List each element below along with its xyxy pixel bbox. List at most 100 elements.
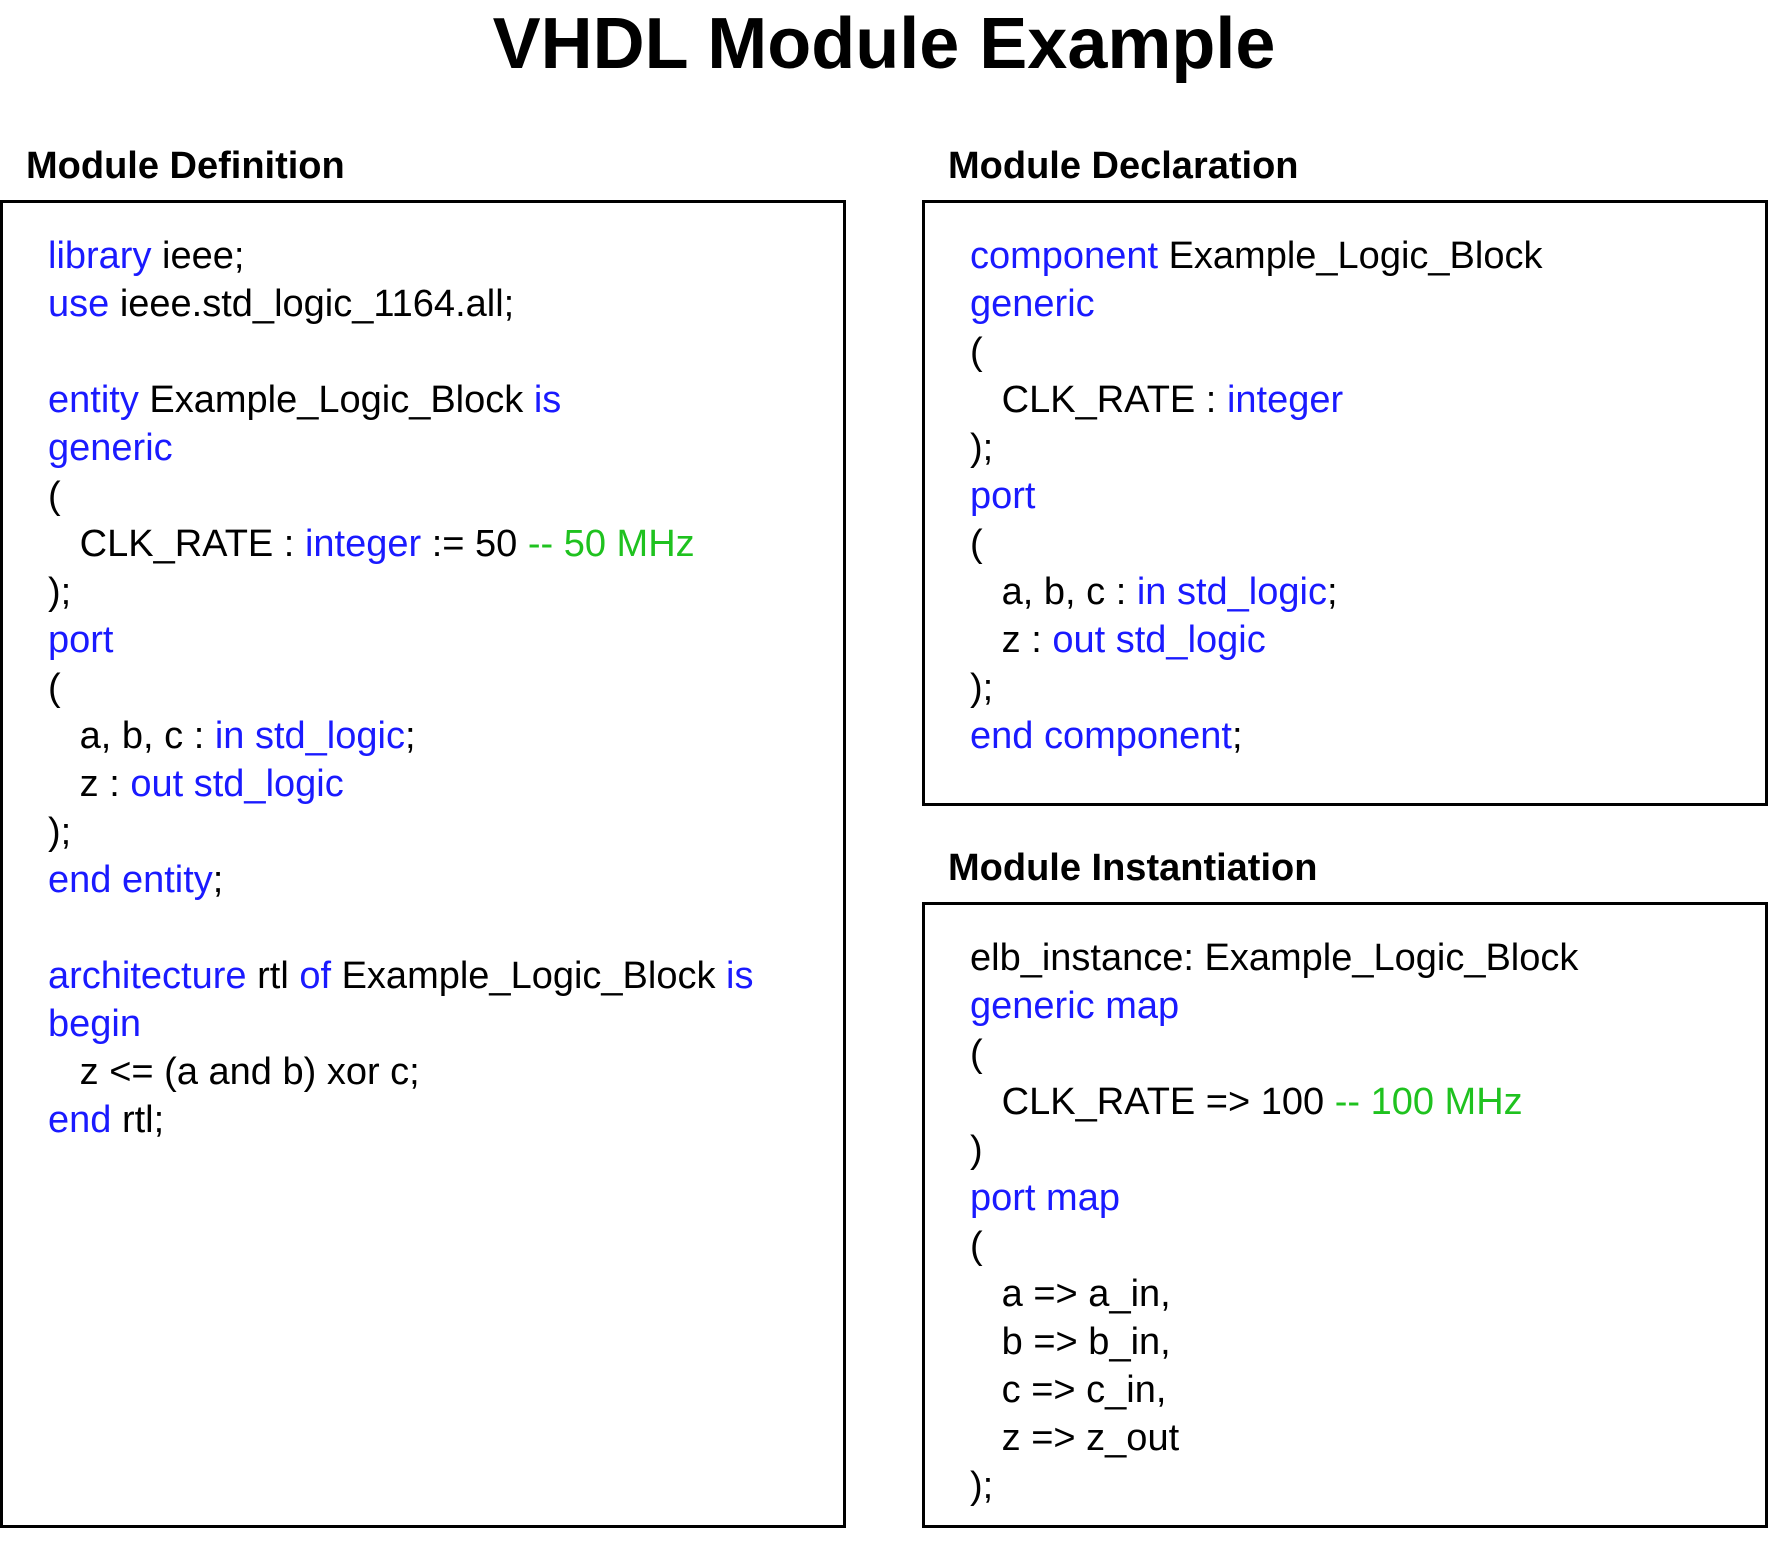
code-text: ; [1326,571,1338,613]
code-line: a, b, c : in std_logic; [48,712,753,760]
code-text: a, b, c : [970,571,1137,613]
code-text: ( [970,1033,983,1075]
code-line: ( [970,1030,1578,1078]
code-line: port [970,472,1542,520]
code-keyword: generic map [970,985,1180,1027]
code-line: library ieee; [48,232,753,280]
code-text: z : [48,763,131,805]
code-line: CLK_RATE : integer [970,376,1542,424]
code-keyword: in std_logic [214,715,405,757]
code-line: begin [48,1000,753,1048]
code-keyword: out std_logic [1052,619,1266,661]
code-text: ); [48,811,72,853]
code-line: b => b_in, [970,1318,1578,1366]
code-keyword: is [533,379,562,421]
code-text: ieee; [151,235,245,277]
code-line: end rtl; [48,1096,753,1144]
code-line: ); [48,808,753,856]
code-keyword: integer [1226,379,1344,421]
code-line: architecture rtl of Example_Logic_Block … [48,952,753,1000]
code-text: CLK_RATE : [48,523,305,565]
code-text: ); [48,571,72,613]
module-definition-heading: Module Definition [26,145,345,187]
code-keyword: integer [304,523,422,565]
module-definition-code: library ieee; use ieee.std_logic_1164.all… [48,232,753,1144]
module-declaration-code: component Example_Logic_Block generic ( CL… [970,232,1542,760]
code-text: elb_instance: Example_Logic_Block [970,937,1579,979]
module-instantiation-heading: Module Instantiation [948,847,1318,889]
code-text: ; [212,859,224,901]
code-line: generic map [970,982,1578,1030]
code-text: rtl; [111,1099,165,1141]
code-keyword: entity [48,379,139,421]
code-keyword: port [48,619,114,661]
code-text: a, b, c : [48,715,215,757]
code-text: z => z_out [970,1417,1180,1459]
module-declaration-box: component Example_Logic_Block generic ( CL… [922,200,1768,806]
code-line: elb_instance: Example_Logic_Block [970,934,1578,982]
code-keyword: end entity [48,859,213,901]
code-keyword: is [726,955,754,997]
code-line: generic [48,424,753,472]
code-line: CLK_RATE : integer := 50 -- 50 MHz [48,520,753,568]
code-text: Example_Logic_Block [331,955,727,997]
module-definition-box: library ieee; use ieee.std_logic_1164.all… [0,200,846,1528]
code-line: z <= (a and b) xor c; [48,1048,753,1096]
code-keyword: out std_logic [130,763,344,805]
code-line: component Example_Logic_Block [970,232,1542,280]
code-text: ) [970,1129,983,1171]
code-keyword: of [299,955,332,997]
code-line [48,904,753,952]
code-line: ); [970,664,1542,712]
code-text: Example_Logic_Block [1158,235,1543,277]
code-text: ); [970,1465,994,1507]
code-line: generic [970,280,1542,328]
code-text: ieee.std_logic_1164.all; [109,283,515,325]
code-line: port map [970,1174,1578,1222]
code-keyword: library [48,235,152,277]
code-keyword: architecture [48,955,247,997]
code-line: ( [970,328,1542,376]
code-line: ( [970,520,1542,568]
code-text: ; [1231,715,1243,757]
code-line: end component; [970,712,1542,760]
code-text: ( [970,523,983,565]
code-keyword: port [970,475,1036,517]
code-keyword: generic [970,283,1095,325]
code-text: ( [48,475,61,517]
code-line: z : out std_logic [970,616,1542,664]
code-text: Example_Logic_Block [138,379,534,421]
code-text: z <= (a and b) xor c; [48,1051,420,1093]
code-text: z : [970,619,1053,661]
code-keyword: end [48,1099,112,1141]
code-line: end entity; [48,856,753,904]
code-text: a => a_in, [970,1273,1171,1315]
code-line: CLK_RATE => 100 -- 100 MHz [970,1078,1578,1126]
code-line: entity Example_Logic_Block is [48,376,753,424]
code-text: := 50 [421,523,528,565]
code-line: z : out std_logic [48,760,753,808]
code-text: ); [970,667,994,709]
code-text: b => b_in, [970,1321,1171,1363]
code-text: CLK_RATE => 100 [970,1081,1335,1123]
code-keyword: use [48,283,110,325]
code-line: use ieee.std_logic_1164.all; [48,280,753,328]
code-comment: -- 50 MHz [527,523,695,565]
code-text: ( [970,331,983,373]
code-text: ( [970,1225,983,1267]
code-line: ); [48,568,753,616]
code-line: ( [970,1222,1578,1270]
code-line: z => z_out [970,1414,1578,1462]
code-line: ); [970,1462,1578,1510]
code-line: ); [970,424,1542,472]
code-keyword: generic [48,427,173,469]
module-declaration-heading: Module Declaration [948,145,1299,187]
code-line: a, b, c : in std_logic; [970,568,1542,616]
code-line: a => a_in, [970,1270,1578,1318]
code-line: ( [48,664,753,712]
code-text: ; [404,715,416,757]
code-text: c => c_in, [970,1369,1167,1411]
code-keyword: component [970,235,1159,277]
